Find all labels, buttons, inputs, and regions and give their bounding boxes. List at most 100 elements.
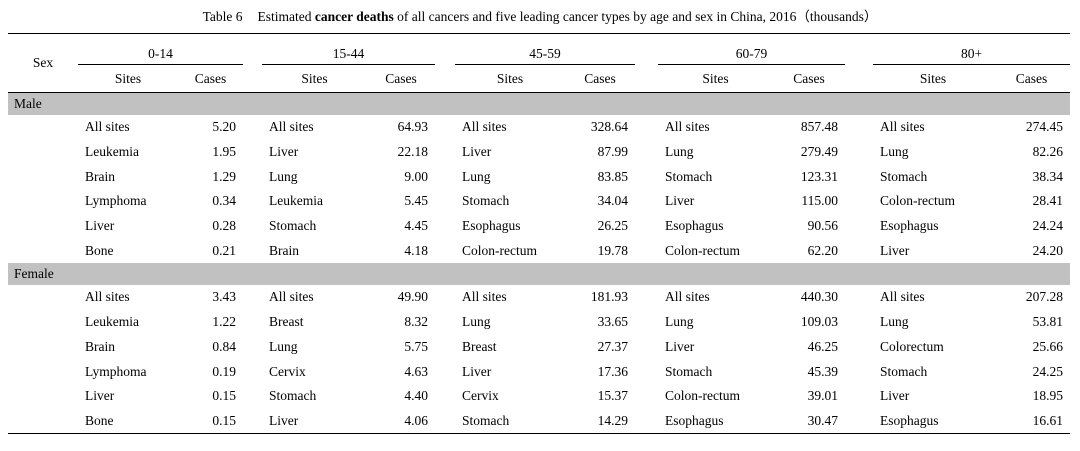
cases-cell: 4.63 <box>404 363 428 379</box>
cases-cell: 24.25 <box>1032 363 1063 379</box>
section-header-female: Female <box>8 263 1070 286</box>
column-gap <box>435 64 455 93</box>
cases-cell: 49.90 <box>397 289 428 305</box>
site-cell: Liver <box>85 388 115 404</box>
table-row: Bone 0.15 Liver 4.06 Stomach 14.29 Esoph… <box>8 409 1070 434</box>
table-row: Lymphoma 0.34 Leukemia 5.45 Stomach 34.0… <box>8 189 1070 214</box>
cases-cell: 5.45 <box>404 193 428 209</box>
cases-cell: 440.30 <box>800 289 838 305</box>
table-caption: Table 6 Estimated cancer deaths of all ca… <box>0 0 1080 33</box>
cases-cell: 14.29 <box>597 412 628 428</box>
column-gap <box>243 189 262 214</box>
table-row: Liver 0.28 Stomach 4.45 Esophagus 26.25 … <box>8 214 1070 239</box>
cases-cell: 39.01 <box>807 388 838 404</box>
column-gap <box>845 384 873 409</box>
column-gap <box>243 285 262 310</box>
site-cell: Stomach <box>269 218 317 234</box>
site-cell: All sites <box>665 289 710 305</box>
table-row: All sites 5.20 All sites 64.93 All sites… <box>8 115 1070 140</box>
column-gap <box>635 384 658 409</box>
cases-cell: 17.36 <box>597 363 628 379</box>
header-age-group-15-44: 15-44 <box>262 33 435 65</box>
site-cell: Liver <box>880 242 910 258</box>
cases-cell: 207.28 <box>1025 289 1063 305</box>
site-cell: Stomach <box>462 412 510 428</box>
column-gap <box>435 189 455 214</box>
column-gap <box>435 34 455 65</box>
column-gap <box>243 64 262 93</box>
cases-cell: 4.06 <box>404 412 428 428</box>
site-cell: All sites <box>85 289 130 305</box>
cases-cell: 3.43 <box>212 289 236 305</box>
column-gap <box>435 335 455 360</box>
column-gap <box>435 238 455 263</box>
site-cell: Leukemia <box>85 314 139 330</box>
row-indent <box>8 238 78 263</box>
row-indent <box>8 115 78 140</box>
header-age-row: Sex 0-14 15-44 45-59 60-79 80+ <box>8 33 1070 93</box>
cases-cell: 5.75 <box>404 338 428 354</box>
header-cases: Cases <box>993 64 1070 93</box>
column-gap <box>635 310 658 335</box>
column-gap <box>243 238 262 263</box>
row-indent <box>8 335 78 360</box>
column-gap <box>845 34 873 65</box>
site-cell: Colorectum <box>880 338 944 354</box>
column-gap <box>435 214 455 239</box>
cases-cell: 22.18 <box>397 144 428 160</box>
column-gap <box>243 384 262 409</box>
site-cell: Lung <box>462 168 491 184</box>
site-cell: All sites <box>880 119 925 135</box>
column-gap <box>845 115 873 140</box>
column-gap <box>243 310 262 335</box>
row-indent <box>8 140 78 165</box>
site-cell: Cervix <box>269 363 306 379</box>
cases-cell: 0.34 <box>212 193 236 209</box>
site-cell: Lung <box>665 144 694 160</box>
site-cell: Liver <box>269 144 299 160</box>
column-gap <box>635 285 658 310</box>
cases-cell: 9.00 <box>404 168 428 184</box>
cases-cell: 0.19 <box>212 363 236 379</box>
site-cell: All sites <box>269 289 314 305</box>
row-indent <box>8 409 78 434</box>
cases-cell: 53.81 <box>1032 314 1063 330</box>
site-cell: Liver <box>665 193 695 209</box>
cases-cell: 123.31 <box>800 168 838 184</box>
row-indent <box>8 164 78 189</box>
row-indent <box>8 310 78 335</box>
site-cell: Lung <box>880 314 909 330</box>
cases-cell: 274.45 <box>1025 119 1063 135</box>
site-cell: Brain <box>85 338 115 354</box>
cases-cell: 19.78 <box>597 242 628 258</box>
site-cell: Esophagus <box>880 412 939 428</box>
table-row: Leukemia 1.95 Liver 22.18 Liver 87.99 Lu… <box>8 140 1070 165</box>
site-cell: Liver <box>462 363 492 379</box>
cases-cell: 4.18 <box>404 242 428 258</box>
site-cell: Brain <box>85 168 115 184</box>
site-cell: Stomach <box>880 363 928 379</box>
cases-cell: 24.20 <box>1032 242 1063 258</box>
column-gap <box>635 214 658 239</box>
cases-cell: 0.84 <box>212 338 236 354</box>
header-sites: Sites <box>658 64 773 93</box>
site-cell: Bone <box>85 242 114 258</box>
table-row: Leukemia 1.22 Breast 8.32 Lung 33.65 Lun… <box>8 310 1070 335</box>
header-sites-cases-row: Sites Cases Sites Cases Sites Cases Site… <box>8 64 1070 93</box>
header-age-group-45-59: 45-59 <box>455 33 635 65</box>
site-cell: Liver <box>85 218 115 234</box>
site-cell: Leukemia <box>269 193 323 209</box>
header-cases: Cases <box>178 64 243 93</box>
site-cell: Liver <box>880 388 910 404</box>
column-gap <box>243 164 262 189</box>
site-cell: Esophagus <box>665 412 724 428</box>
column-gap <box>635 64 658 93</box>
header-cases: Cases <box>367 64 435 93</box>
site-cell: All sites <box>462 119 507 135</box>
cases-cell: 33.65 <box>597 314 628 330</box>
site-cell: Stomach <box>665 168 713 184</box>
site-cell: All sites <box>269 119 314 135</box>
site-cell: All sites <box>85 119 130 135</box>
column-gap <box>435 310 455 335</box>
caption-text-after-bold: of all cancers and five leading cancer t… <box>397 9 878 24</box>
